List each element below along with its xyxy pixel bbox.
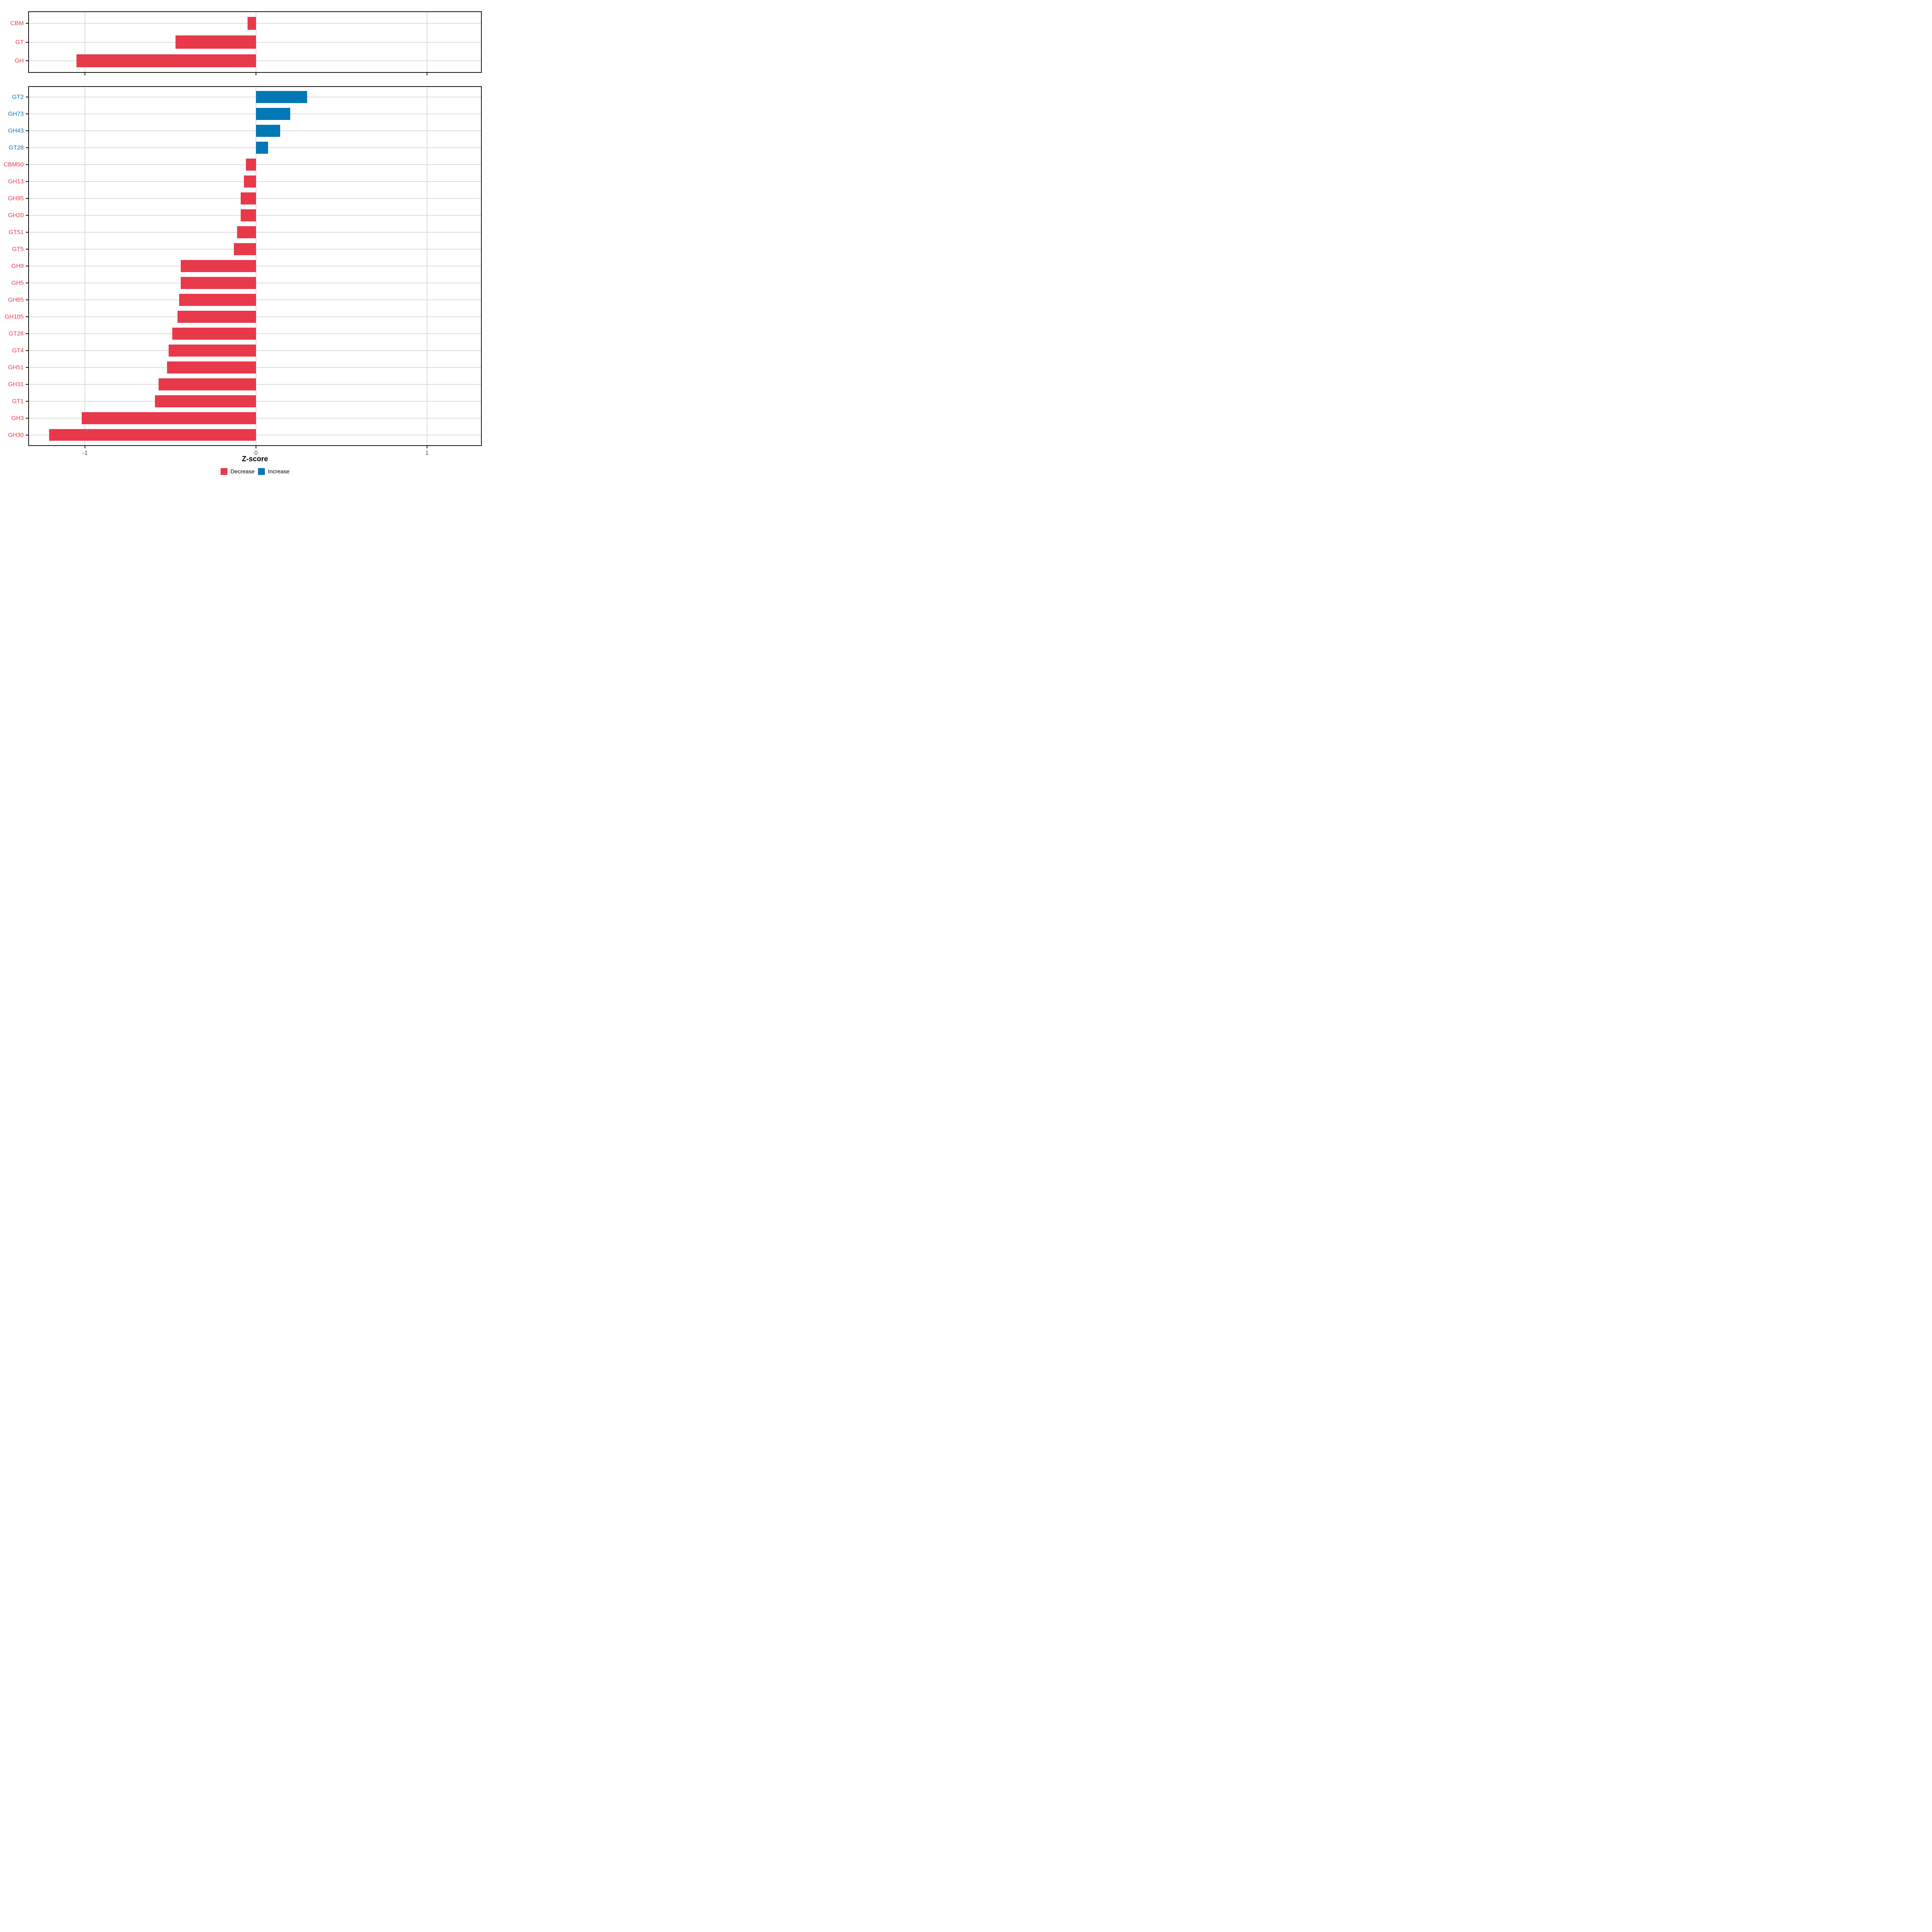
bar-GH105 [177, 311, 256, 323]
bar-GH65 [179, 294, 256, 306]
panel-cazyme-families [28, 86, 482, 446]
y-tick-CBM [26, 23, 28, 24]
y-label-GT4: GT4 [12, 347, 24, 354]
legend-swatch-decrease [220, 468, 227, 475]
y-label-GH3: GH3 [11, 415, 24, 422]
y-label-GH105: GH105 [4, 313, 24, 320]
y-label-GT5: GT5 [12, 246, 24, 253]
y-tick-GT [26, 41, 28, 43]
x-tick-label-1: 1 [425, 450, 429, 456]
bar-GH31 [158, 378, 256, 390]
y-label-GT: GT [15, 39, 24, 45]
y-tick-CBM50 [26, 164, 28, 165]
y-label-GH73: GH73 [8, 110, 24, 118]
y-label-GH5: GH5 [11, 279, 24, 287]
y-tick-GH31 [26, 384, 28, 385]
y-label-GH65: GH65 [8, 296, 24, 303]
y-tick-GH30 [26, 434, 28, 436]
y-label-GT26: GT26 [8, 330, 24, 337]
y-label-GT2: GT2 [12, 93, 24, 101]
y-label-GH43: GH43 [8, 127, 24, 134]
y-tick-GT28 [26, 147, 28, 149]
bar-GT28 [256, 142, 268, 154]
y-label-GT1: GT1 [12, 398, 24, 405]
y-label-GH31: GH31 [8, 381, 24, 388]
y-label-GH9: GH9 [11, 262, 24, 270]
zscore-bar-chart: Z-score Decrease Increase CBM GT GH -1 0 1 GT2… [0, 0, 483, 483]
y-tick-GT5 [26, 249, 28, 250]
x-axis-title: Z-score [242, 455, 268, 463]
y-tick-GH [26, 60, 28, 62]
y-tick-GH43 [26, 130, 28, 132]
legend: Decrease Increase [28, 467, 482, 476]
bar-GT4 [169, 345, 256, 357]
bar-GT51 [237, 226, 256, 238]
y-label-GH51: GH51 [8, 364, 24, 371]
y-tick-GT51 [26, 232, 28, 233]
legend-label-increase: Increase [268, 468, 290, 475]
bar-GH3 [81, 412, 256, 424]
y-tick-GT1 [26, 400, 28, 402]
bar-GH13 [244, 175, 256, 188]
y-tick-GH95 [26, 198, 28, 199]
legend-label-decrease: Decrease [230, 468, 255, 475]
bar-GH73 [256, 108, 290, 120]
y-tick-GT4 [26, 350, 28, 351]
bar-CBM [247, 17, 256, 30]
bar-GH30 [49, 429, 256, 441]
gridline-row-GH43 [29, 130, 481, 132]
gridline-row-GT28 [29, 147, 481, 149]
y-label-GH30: GH30 [8, 431, 24, 439]
y-tick-GH3 [26, 417, 28, 419]
bar-GH5 [181, 277, 256, 289]
y-tick-GH13 [26, 181, 28, 182]
y-label-GH: GH [14, 57, 24, 64]
legend-item-increase: Increase [258, 468, 290, 475]
y-tick-GH65 [26, 299, 28, 300]
y-label-GT28: GT28 [8, 144, 24, 151]
panel-cazyme-classes [28, 11, 482, 73]
x-tick-label-0: 0 [254, 450, 258, 456]
y-label-GH95: GH95 [8, 195, 24, 202]
bar-GH [76, 54, 256, 68]
bar-GH51 [167, 361, 256, 374]
legend-item-decrease: Decrease [220, 468, 255, 475]
bar-GH9 [181, 260, 256, 272]
y-tick-GH105 [26, 316, 28, 317]
y-tick-GT26 [26, 333, 28, 334]
y-label-GH13: GH13 [8, 178, 24, 185]
bar-GT1 [155, 395, 256, 407]
bar-GH95 [240, 192, 256, 204]
bar-GT2 [256, 91, 308, 103]
x-tick-label--1: -1 [82, 450, 88, 456]
y-label-CBM: CBM [10, 20, 24, 27]
y-label-GT51: GT51 [8, 229, 24, 236]
bar-GH43 [256, 125, 280, 137]
y-label-CBM50: CBM50 [3, 161, 24, 168]
legend-swatch-increase [258, 468, 265, 475]
bar-GH20 [240, 209, 256, 221]
bar-CBM50 [246, 159, 256, 171]
y-label-GH20: GH20 [8, 212, 24, 219]
y-tick-GH51 [26, 367, 28, 368]
bar-GT5 [233, 243, 256, 255]
bar-GT26 [172, 328, 256, 340]
y-tick-GH20 [26, 215, 28, 216]
bar-GT [175, 35, 256, 49]
